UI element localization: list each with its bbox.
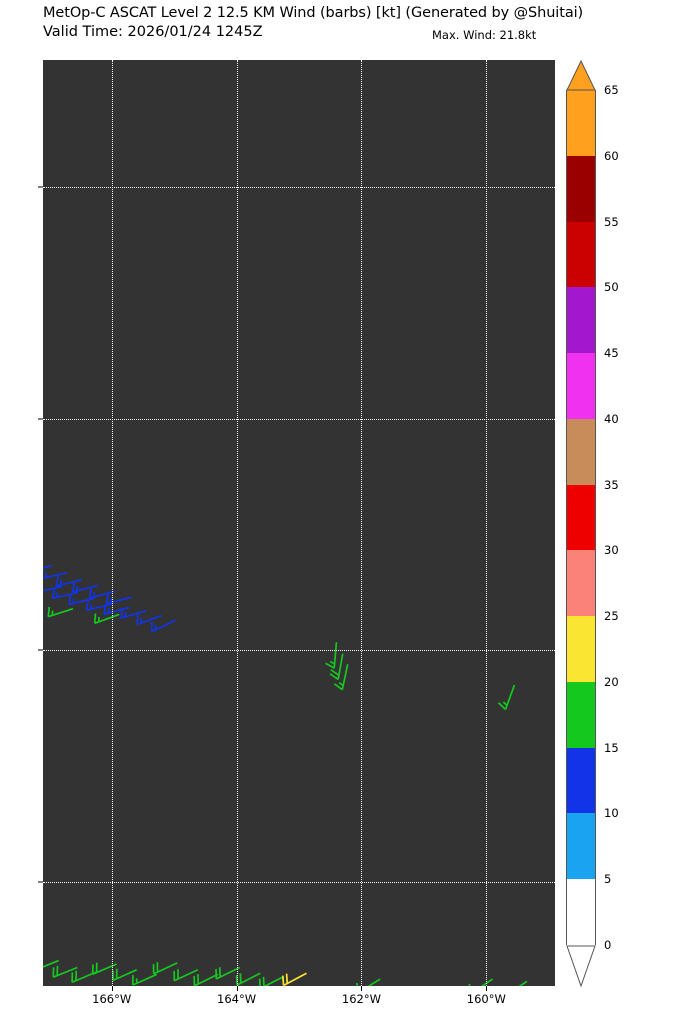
y-axis-tick-mark xyxy=(38,881,43,883)
colorbar-band xyxy=(566,90,596,156)
colorbar-tick-label: 25 xyxy=(604,609,619,624)
wind-barb xyxy=(47,606,74,618)
x-axis-tick-label: 160°W xyxy=(466,992,506,1006)
wind-barb xyxy=(329,653,344,681)
colorbar-tick-label: 40 xyxy=(604,411,619,426)
valid-time-label: Valid Time: 2026/01/24 1245Z xyxy=(43,24,263,40)
wind-barb xyxy=(132,973,157,986)
colorbar-tick-label: 45 xyxy=(604,346,619,361)
wind-barb xyxy=(43,565,52,569)
wind-barb xyxy=(71,581,99,593)
wind-barb xyxy=(120,608,147,619)
x-axis-tick-mark xyxy=(486,986,488,991)
colorbar-tick-label: 10 xyxy=(604,806,619,821)
wind-barb xyxy=(51,588,79,600)
wind-barb xyxy=(333,664,349,691)
colorbar-tick-label: 5 xyxy=(604,872,612,887)
colorbar-band xyxy=(566,287,596,354)
y-axis-tick-mark xyxy=(38,418,43,420)
x-axis-tick-mark xyxy=(361,986,363,991)
colorbar-over-arrow xyxy=(566,59,596,95)
colorbar-band xyxy=(566,418,596,485)
colorbar-band xyxy=(566,879,596,945)
wind-barb xyxy=(355,978,381,986)
colorbar-band xyxy=(566,747,596,814)
wind-barb xyxy=(112,968,138,982)
x-axis-tick-label: 162°W xyxy=(341,992,381,1006)
page-title: MetOp-C ASCAT Level 2 12.5 KM Wind (barb… xyxy=(43,5,584,21)
colorbar-band xyxy=(566,221,596,288)
wind-barb xyxy=(88,588,116,599)
colorbar-band xyxy=(566,616,596,682)
wind-barb xyxy=(105,593,132,605)
wind-barb xyxy=(136,614,162,626)
colorbar-under-arrow xyxy=(566,945,596,991)
colorbar-band xyxy=(566,681,596,748)
wind-barb xyxy=(282,972,307,986)
colorbar-band xyxy=(566,484,596,551)
wind-barb xyxy=(193,973,219,986)
colorbar-band xyxy=(566,353,596,419)
x-axis-tick-label: 166°W xyxy=(92,992,132,1006)
colorbar-tick-label: 0 xyxy=(604,938,612,952)
wind-barb xyxy=(173,969,199,982)
wind-barb xyxy=(150,619,176,633)
colorbar-tick-label: 35 xyxy=(604,477,619,492)
wind-barb xyxy=(91,962,118,975)
wind-barb xyxy=(93,613,120,625)
wind-barb xyxy=(258,975,284,986)
colorbar-band xyxy=(566,550,596,617)
wind-barb xyxy=(68,594,95,606)
colorbar: 0 5 10 15 20 25 30 35 40 45 50 55 60 65 xyxy=(566,59,619,988)
colorbar-tick-label: 15 xyxy=(604,740,619,755)
wind-barb xyxy=(43,585,62,592)
wind-barb xyxy=(152,962,178,975)
wind-barb xyxy=(518,980,528,986)
colorbar-tick-label: 55 xyxy=(604,214,619,229)
x-axis-tick-label: 164°W xyxy=(217,992,257,1006)
wind-barb xyxy=(43,959,59,968)
wind-barb xyxy=(43,568,67,580)
colorbar-band xyxy=(566,813,596,880)
wind-barb xyxy=(52,965,78,979)
wind-barb-layer xyxy=(43,565,528,986)
x-axis-tick-mark xyxy=(111,986,113,991)
wind-barb xyxy=(85,600,112,612)
colorbar-tick-label: 65 xyxy=(604,83,619,97)
colorbar-tick-label: 60 xyxy=(604,148,619,163)
wind-barb-plot xyxy=(43,60,555,986)
wind-barb xyxy=(215,966,241,980)
colorbar-tick-label: 50 xyxy=(604,280,619,295)
wind-barb xyxy=(55,576,82,587)
y-axis-tick-mark xyxy=(38,186,43,188)
colorbar-tick-label: 20 xyxy=(604,674,619,689)
x-axis-tick-mark xyxy=(236,986,238,991)
colorbar-tick-label: 30 xyxy=(604,543,619,558)
wind-barb xyxy=(103,604,130,616)
y-axis-tick-mark xyxy=(38,649,43,651)
wind-barb xyxy=(497,684,516,711)
header: MetOp-C ASCAT Level 2 12.5 KM Wind (barb… xyxy=(0,0,677,60)
wind-barb xyxy=(325,642,338,669)
colorbar-band xyxy=(566,155,596,222)
wind-barb xyxy=(468,978,494,986)
wind-barb xyxy=(235,972,261,986)
max-wind-annotation: Max. Wind: 21.8kt xyxy=(432,28,537,42)
